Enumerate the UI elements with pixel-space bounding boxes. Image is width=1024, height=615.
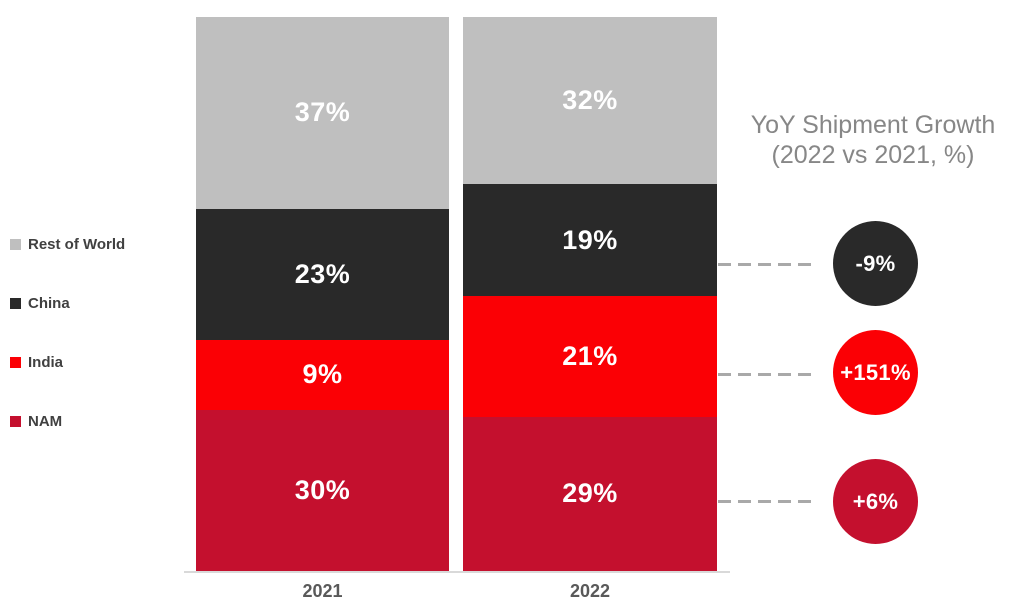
growth-badge-india: +151% — [833, 330, 918, 415]
segment-china-2022: 19% — [463, 184, 717, 297]
legend-swatch-icon — [10, 239, 21, 250]
legend-item-china: China — [10, 295, 70, 312]
yoy-growth-title: YoY Shipment Growth (2022 vs 2021, %) — [726, 110, 1020, 170]
bar-2021: 37% 23% 9% 30% — [196, 17, 449, 571]
legend-label: China — [28, 295, 70, 312]
yoy-growth-title-line2: (2022 vs 2021, %) — [771, 141, 975, 169]
x-axis-line — [184, 571, 730, 573]
dashed-connector-china — [718, 263, 818, 266]
dashed-connector-nam — [718, 500, 818, 503]
legend-item-nam: NAM — [10, 413, 62, 430]
axis-label-2021: 2021 — [302, 581, 343, 601]
segment-rest-of-world-2021: 37% — [196, 17, 449, 209]
segment-rest-of-world-2022: 32% — [463, 17, 717, 185]
segment-nam-2021: 30% — [196, 409, 449, 571]
segment-india-2021: 9% — [196, 339, 449, 410]
legend-label: NAM — [28, 413, 63, 430]
legend-item-rest-of-world: Rest of World — [10, 236, 125, 253]
segment-nam-2022: 29% — [463, 416, 717, 571]
legend-item-india: India — [10, 354, 63, 371]
legend-label: India — [28, 354, 64, 371]
growth-badge-nam: +6% — [833, 459, 918, 544]
growth-badge-china: -9% — [833, 221, 918, 306]
yoy-growth-title-line1: YoY Shipment Growth — [750, 111, 996, 139]
segment-india-2022: 21% — [463, 296, 717, 417]
legend-swatch-icon — [10, 298, 21, 309]
legend-label: Rest of World — [28, 236, 126, 253]
legend-swatch-icon — [10, 357, 21, 368]
axis-label-2022: 2022 — [569, 581, 611, 601]
bar-2022: 32% 19% 21% 29% — [463, 17, 717, 571]
segment-china-2021: 23% — [196, 208, 449, 340]
dashed-connector-india — [718, 373, 818, 376]
legend-swatch-icon — [10, 416, 21, 427]
